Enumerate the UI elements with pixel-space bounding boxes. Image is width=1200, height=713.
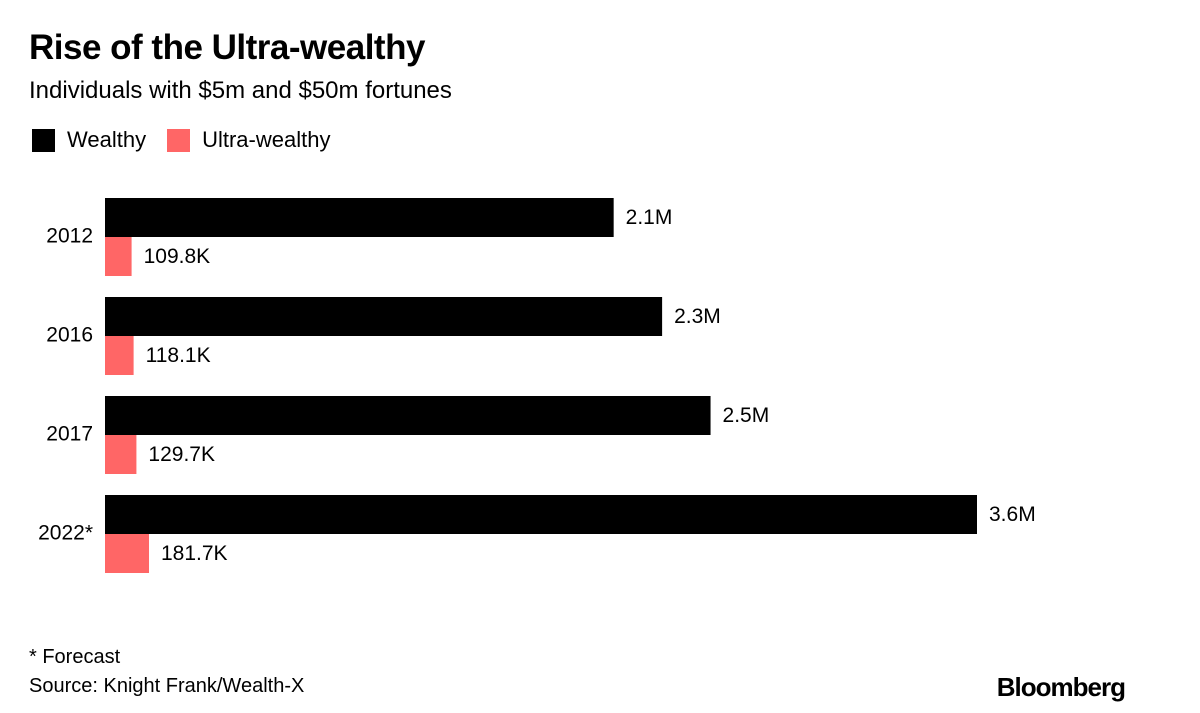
bar-wealthy-2012 (105, 198, 614, 237)
data-label-wealthy-2022: 3.6M (989, 503, 1036, 526)
data-label-wealthy-2017: 2.5M (723, 404, 770, 427)
chart-subtitle: Individuals with $5m and $50m fortunes (29, 77, 452, 104)
bar-ultra-wealthy-2022 (105, 534, 150, 573)
category-label-2022: 2022* (38, 522, 93, 545)
bar-ultra-wealthy-2016 (105, 336, 134, 375)
bar-wealthy-2016 (105, 297, 663, 336)
category-label-2017: 2017 (46, 423, 93, 446)
bar-ultra-wealthy-2012 (105, 237, 132, 276)
category-label-2016: 2016 (46, 324, 93, 347)
legend-label-wealthy: Wealthy (67, 127, 147, 152)
data-label-ultra-wealthy-2017: 129.7K (148, 443, 215, 466)
legend: Wealthy Ultra-wealthy (32, 127, 351, 153)
data-label-wealthy-2012: 2.1M (626, 206, 673, 229)
legend-swatch-wealthy (32, 128, 55, 152)
data-label-ultra-wealthy-2012: 109.8K (144, 245, 211, 268)
legend-label-ultra-wealthy: Ultra-wealthy (202, 127, 331, 152)
footnote: * Forecast (29, 646, 121, 668)
data-label-ultra-wealthy-2016: 118.1K (146, 344, 211, 367)
bar-ultra-wealthy-2017 (105, 435, 137, 474)
category-label-2012: 2012 (46, 225, 93, 248)
bar-wealthy-2022 (105, 495, 977, 534)
legend-item-ultra-wealthy: Ultra-wealthy (167, 127, 330, 153)
data-label-wealthy-2016: 2.3M (674, 305, 721, 328)
source-note: Source: Knight Frank/Wealth-X (29, 675, 305, 697)
bar-wealthy-2017 (105, 396, 711, 435)
chart-title: Rise of the Ultra-wealthy (29, 28, 425, 67)
legend-swatch-ultra-wealthy (167, 128, 191, 152)
legend-item-wealthy: Wealthy (32, 127, 146, 153)
data-label-ultra-wealthy-2022: 181.7K (161, 542, 228, 565)
bloomberg-logo: Bloomberg (996, 672, 1126, 702)
